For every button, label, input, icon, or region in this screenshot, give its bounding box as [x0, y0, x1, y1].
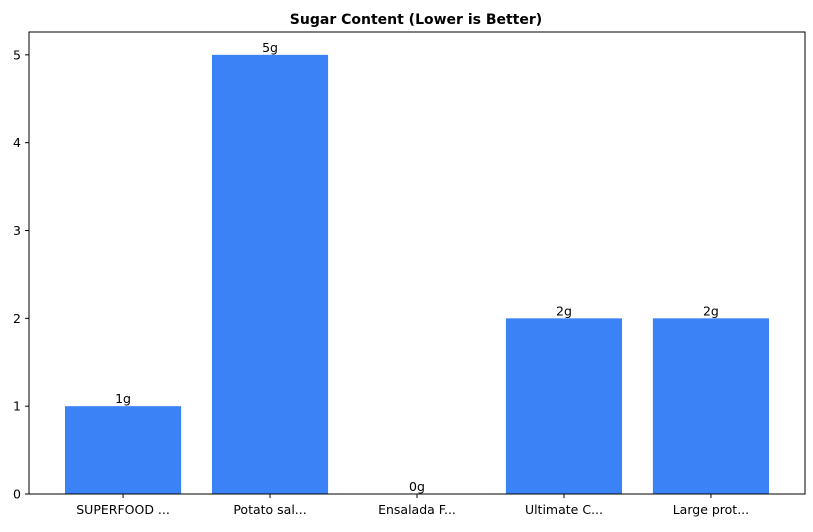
bar — [652, 318, 769, 494]
data-label: 5g — [262, 40, 278, 55]
y-tick-label: 4 — [13, 135, 21, 150]
y-tick-label: 1 — [13, 399, 21, 414]
bar — [505, 318, 623, 494]
x-tick-label: Ensalada F... — [378, 502, 456, 517]
bar — [65, 406, 182, 494]
y-tick-label: 2 — [13, 311, 21, 326]
axes-frame — [28, 31, 806, 495]
x-tick-label: Ultimate C... — [525, 502, 603, 517]
data-label: 2g — [556, 303, 572, 318]
x-tick-label: Large prot... — [673, 502, 749, 517]
data-label: 2g — [703, 303, 719, 318]
data-label: 1g — [115, 391, 131, 406]
y-tick-label: 0 — [13, 487, 21, 502]
y-tick-label: 5 — [13, 47, 21, 62]
x-tick-label: SUPERFOOD ... — [76, 502, 170, 517]
x-tick-label: Potato sal... — [233, 502, 306, 517]
chart-title: Sugar Content (Lower is Better) — [290, 12, 542, 28]
y-tick-label: 3 — [13, 223, 21, 238]
data-label: 0g — [409, 479, 425, 494]
bar — [211, 54, 329, 495]
